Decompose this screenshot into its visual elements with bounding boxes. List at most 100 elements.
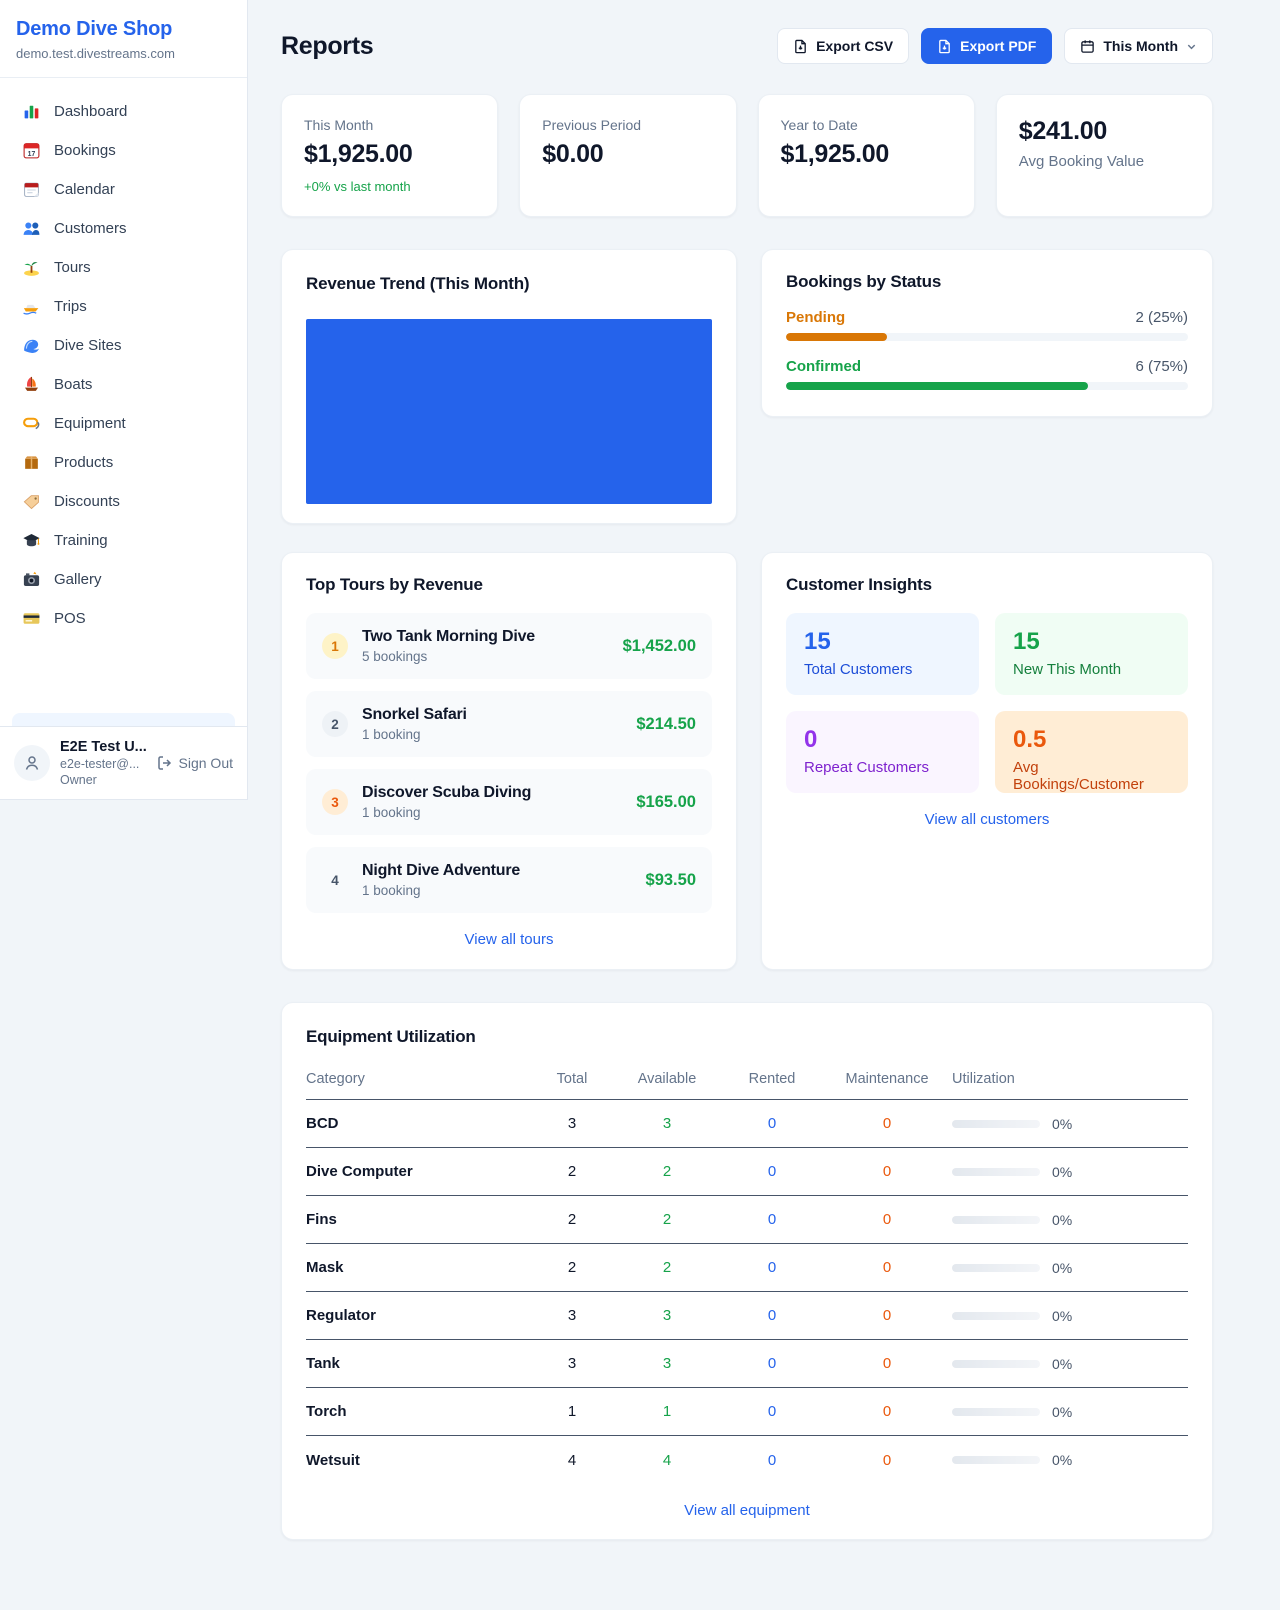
cell-total: 2 [567, 1259, 577, 1276]
file-download-icon [795, 39, 806, 53]
sidebar-item-label: Products [54, 454, 114, 471]
status-rows: Pending 2 (25%) Confirmed 6 (75%) [786, 309, 1188, 390]
table-row: Regulator 3 3 0 0 0% [306, 1292, 1188, 1340]
utilization-percent: 0% [1052, 1163, 1073, 1180]
sidebar-item-label: Tours [54, 259, 91, 276]
view-all-tours-link[interactable]: View all tours [464, 931, 554, 948]
equipment-utilization-card: Equipment Utilization Category Total Avail… [281, 1002, 1213, 1540]
sidebar-item-training[interactable]: Training [12, 521, 235, 560]
tour-rank-badge: 1 [322, 633, 348, 659]
person-icon [25, 756, 39, 770]
file-download-icon [939, 39, 950, 53]
sidebar-item-label: Gallery [54, 571, 102, 588]
sidebar: Demo Dive Shop demo.test.divestreams.com… [0, 0, 248, 800]
customers-icon [22, 219, 41, 238]
sidebar-item-label: Dive Sites [54, 337, 122, 354]
cell-category: Regulator [306, 1307, 377, 1324]
utilization-percent: 0% [1052, 1307, 1073, 1324]
sidebar-item-bookings[interactable]: 17 Bookings [12, 131, 235, 170]
cell-category: Wetsuit [306, 1451, 360, 1469]
sidebar-item-trips[interactable]: Trips [12, 287, 235, 326]
tour-rank-badge: 4 [331, 872, 339, 888]
tour-revenue: $1,452.00 [622, 636, 696, 655]
column-header: Maintenance [845, 1071, 929, 1087]
cell-available: 3 [662, 1355, 672, 1372]
view-all-equipment-link[interactable]: View all equipment [684, 1502, 810, 1519]
page-title: Reports [281, 31, 374, 60]
equipment-utilization-title: Equipment Utilization [306, 1027, 476, 1046]
cell-utilization: 0% [952, 1164, 1188, 1180]
tour-bookings: 1 booking [362, 805, 421, 820]
dashboard-icon [22, 102, 41, 121]
tour-bookings: 1 booking [362, 883, 421, 898]
utilization-percent: 0% [1052, 1115, 1073, 1132]
bookings-by-status-card: Bookings by Status Pending 2 (25%) Confirm… [761, 249, 1213, 417]
sidebar-item-dashboard[interactable]: Dashboard [12, 92, 235, 131]
insight-tiles: 15 Total Customers 15 New This Month 0 Repeat… [786, 613, 1188, 793]
utilization-bar [952, 1119, 1040, 1128]
sign-out-icon [157, 756, 171, 770]
cell-utilization: 0% [952, 1452, 1188, 1468]
column-header: Utilization [952, 1071, 1015, 1087]
table-row: Fins 2 2 0 0 0% [306, 1196, 1188, 1244]
period-dropdown[interactable]: This Month [1064, 28, 1213, 64]
table-row: Wetsuit 4 4 0 0 0% [306, 1436, 1188, 1484]
utilization-percent: 0% [1052, 1259, 1073, 1276]
sidebar-item-products[interactable]: Products [12, 443, 235, 482]
user-role: Owner [60, 773, 97, 787]
stat-card: Year to Date $1,925.00 [757, 94, 975, 217]
status-progress-fill [786, 333, 887, 341]
sidebar-item-discounts[interactable]: Discounts [12, 482, 235, 521]
cell-available: 2 [662, 1163, 672, 1180]
cell-maintenance: 0 [882, 1259, 892, 1276]
sidebar-item-label: Trips [54, 298, 87, 315]
customer-insights-title: Customer Insights [786, 575, 932, 594]
bookings-icon: 17 [22, 141, 41, 160]
status-value: 6 (75%) [1135, 358, 1188, 375]
utilization-bar [952, 1263, 1040, 1272]
calendar-icon [1081, 39, 1095, 53]
column-header: Available [637, 1071, 697, 1087]
tour-name: Snorkel Safari [362, 706, 467, 723]
avatar [14, 745, 50, 781]
sign-out-button[interactable]: Sign Out [157, 755, 233, 771]
stat-card: Previous Period $0.00 [519, 94, 737, 217]
sidebar-item-boats[interactable]: Boats [12, 365, 235, 404]
cell-rented: 0 [767, 1451, 777, 1469]
tour-name: Night Dive Adventure [362, 862, 521, 879]
cell-total: 2 [567, 1211, 577, 1228]
stat-delta: +0% vs last month [304, 179, 411, 194]
view-all-customers-link[interactable]: View all customers [924, 811, 1050, 828]
table-row: Tank 3 3 0 0 0% [306, 1340, 1188, 1388]
export-csv-button[interactable]: Export CSV [777, 28, 910, 64]
sidebar-item-equipment[interactable]: Equipment [12, 404, 235, 443]
cell-rented: 0 [767, 1403, 777, 1420]
export-pdf-button[interactable]: Export PDF [921, 28, 1053, 64]
cell-available: 3 [662, 1115, 672, 1132]
status-row: Confirmed 6 (75%) [786, 358, 1188, 390]
sidebar-item-customers[interactable]: Customers [12, 209, 235, 248]
sidebar-item-pos[interactable]: POS [12, 599, 235, 638]
sidebar-item-dive-sites[interactable]: Dive Sites [12, 326, 235, 365]
cell-maintenance: 0 [882, 1355, 892, 1372]
cell-utilization: 0% [952, 1116, 1188, 1132]
table-row: Mask 2 2 0 0 0% [306, 1244, 1188, 1292]
sidebar-item-tours[interactable]: Tours [12, 248, 235, 287]
main-area: Reports Export CSV Export PDF This Month [248, 0, 1280, 1540]
sidebar-active-item-partial[interactable] [12, 713, 235, 726]
utilization-percent: 0% [1052, 1355, 1073, 1372]
cell-category: Tank [306, 1355, 340, 1372]
status-value: 2 (25%) [1135, 309, 1188, 326]
utilization-bar [952, 1407, 1040, 1416]
cell-category: BCD [306, 1115, 339, 1132]
sidebar-item-gallery[interactable]: Gallery [12, 560, 235, 599]
status-label: Confirmed [786, 358, 861, 375]
insight-label: Repeat Customers [804, 759, 930, 776]
sidebar-item-calendar[interactable]: Calendar [12, 170, 235, 209]
sidebar-item-label: Boats [54, 376, 93, 393]
pos-icon [22, 609, 41, 628]
cell-rented: 0 [767, 1259, 777, 1276]
cell-available: 2 [662, 1259, 672, 1276]
sidebar-item-label: Training [54, 532, 108, 549]
